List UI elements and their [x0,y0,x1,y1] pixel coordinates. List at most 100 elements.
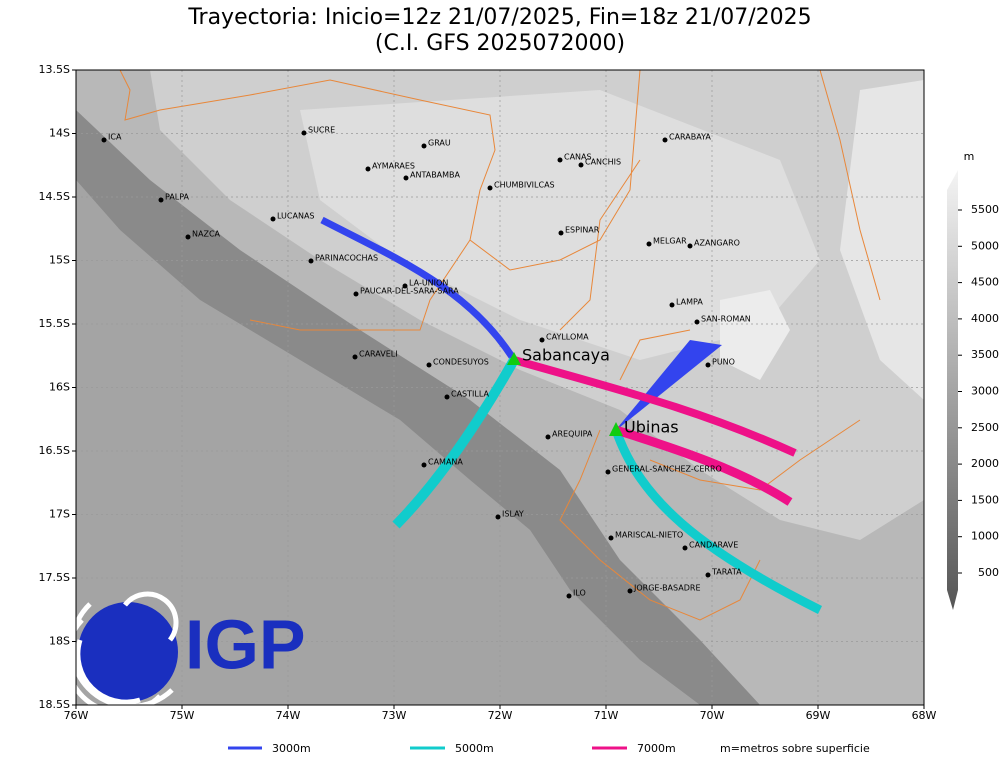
legend-label: 7000m [637,742,676,755]
x-tick-label: 72W [488,709,513,722]
city-marker [662,137,668,143]
city-label: PAUCAR-DEL-SARA-SARA [360,287,459,296]
y-tick-label: 18.5S [39,698,70,711]
city-marker [403,175,409,181]
city-label: ILO [573,589,586,598]
city-marker [705,362,711,368]
city-label: ISLAY [502,510,524,519]
trajectory-5000m [392,357,519,529]
city-marker [605,469,611,475]
city-marker [185,234,191,240]
city-marker [301,130,307,136]
city-label: CANDARAVE [689,541,738,550]
trajectory-3000m [614,340,722,432]
x-tick-label: 73W [382,709,407,722]
colorbar-tick-label: 5500 [971,203,999,216]
trajectory-7000m [614,425,793,506]
city-marker [353,291,359,297]
colorbar-tick-label: 5000 [971,239,999,252]
colorbar-tick-label: 3000 [971,385,999,398]
x-tick-label: 75W [170,709,195,722]
city-label: LA-UNION [409,279,448,288]
city-label: PARINACOCHAS [315,254,378,263]
city-label: CARABAYA [669,133,711,142]
city-label: MARISCAL-NIETO [615,531,683,540]
city-label: ICA [108,133,122,142]
city-label: AREQUIPA [552,430,593,439]
city-label: LAMPA [676,298,703,307]
colorbar-tick-label: 2000 [971,457,999,470]
y-tick-label: 13.5S [39,63,70,76]
y-tick-label: 14S [49,127,70,140]
x-tick-label: 68W [912,709,937,722]
y-tick-label: 17.5S [39,571,70,584]
colorbar-tick-label: 4000 [971,312,999,325]
volcano-label: Ubinas [624,418,679,437]
city-marker [101,137,107,143]
y-tick-label: 16.5S [39,444,70,457]
city-label: CANCHIS [585,158,621,167]
city-label: LUCANAS [277,212,315,221]
colorbar-tick-label: 3500 [971,348,999,361]
city-label: ESPINAR [565,226,600,235]
colorbar-tick-label: 2500 [971,421,999,434]
logo-text: IGP [185,605,306,683]
y-tick-label: 16S [49,381,70,394]
x-tick-label: 70W [700,709,725,722]
city-label: MELGAR [653,237,687,246]
city-marker [352,354,358,360]
city-label: SUCRE [308,126,335,135]
city-label: CASTILLA [451,390,489,399]
city-marker [646,241,652,247]
city-marker [558,230,564,236]
volcano-label: Sabancaya [522,346,610,365]
colorbar-tick-label: 4500 [971,276,999,289]
title: Trayectoria: Inicio=12z 21/07/2025, Fin=… [187,5,811,30]
x-tick-label: 71W [594,709,619,722]
legend-label: 5000m [455,742,494,755]
trajectory-3000m [320,216,517,362]
x-tick-label: 69W [806,709,831,722]
city-marker [557,157,563,163]
city-marker [426,362,432,368]
city-marker [608,535,614,541]
city-label: AZANGARO [694,239,740,248]
city-marker [444,394,450,400]
city-label: TARATA [711,568,742,577]
city-marker [158,197,164,203]
city-marker [669,302,675,308]
city-marker [705,572,711,578]
colorbar-tick-label: 1500 [971,493,999,506]
y-tick-label: 15S [49,254,70,267]
city-label: CANAS [564,153,592,162]
city-marker [545,434,551,440]
city-label: CAYLLOMA [546,333,589,342]
colorbar-unit: m [964,150,975,163]
city-marker [421,143,427,149]
city-label: SAN-ROMAN [701,315,751,324]
y-tick-label: 18S [49,635,70,648]
city-label: GRAU [428,139,451,148]
city-marker [566,593,572,599]
city-marker [421,462,427,468]
legend-note: m=metros sobre superficie [720,742,870,755]
city-label: GENERAL-SANCHEZ-CERRO [612,465,722,474]
city-marker [487,185,493,191]
city-label: AYMARAES [372,162,415,171]
x-tick-label: 76W [64,709,89,722]
city-label: PALPA [165,193,190,202]
city-marker [365,166,371,172]
subtitle: (C.I. GFS 2025072000) [375,31,625,56]
colorbar-tick-label: 500 [978,566,999,579]
legend: 3000m 5000m 7000m m=metros sobre superfi… [228,742,870,755]
legend-label: 3000m [272,742,311,755]
trajectory-5000m [611,428,823,615]
volcano-marker [609,422,623,436]
trajectory-7000m [512,356,797,457]
city-marker [687,243,693,249]
city-marker [308,258,314,264]
city-label: CHUMBIVILCAS [494,181,555,190]
x-tick-label: 74W [276,709,301,722]
